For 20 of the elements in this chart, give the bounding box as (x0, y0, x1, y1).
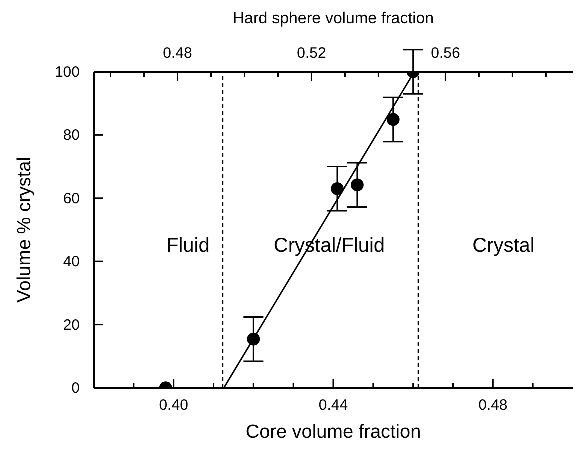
x-tick-label: 0.48 (478, 397, 508, 414)
x-tick-label: 0.40 (159, 397, 188, 414)
y-tick-label: 100 (54, 64, 80, 81)
annotation: Fluid (166, 235, 210, 258)
x2-tick-label: 0.56 (431, 45, 460, 62)
y-axis-title: Volume % crystal (14, 157, 36, 303)
y-tick-label: 40 (63, 254, 80, 271)
x-axis-title: Core volume fraction (246, 422, 422, 443)
point (351, 178, 364, 192)
point (386, 113, 400, 126)
x2-tick-label: 0.48 (163, 45, 192, 62)
y-tick-label: 60 (63, 190, 80, 208)
annotation: Crystal (472, 235, 535, 258)
y-tick-label: 80 (63, 127, 80, 144)
point (331, 182, 344, 196)
y-tick-label: 20 (63, 316, 80, 334)
y-tick-label: 0 (72, 380, 80, 397)
x2-axis-title: Hard sphere volume fraction (233, 10, 434, 28)
x-tick-label: 0.44 (318, 397, 348, 414)
x2-tick-label: 0.52 (297, 45, 326, 62)
